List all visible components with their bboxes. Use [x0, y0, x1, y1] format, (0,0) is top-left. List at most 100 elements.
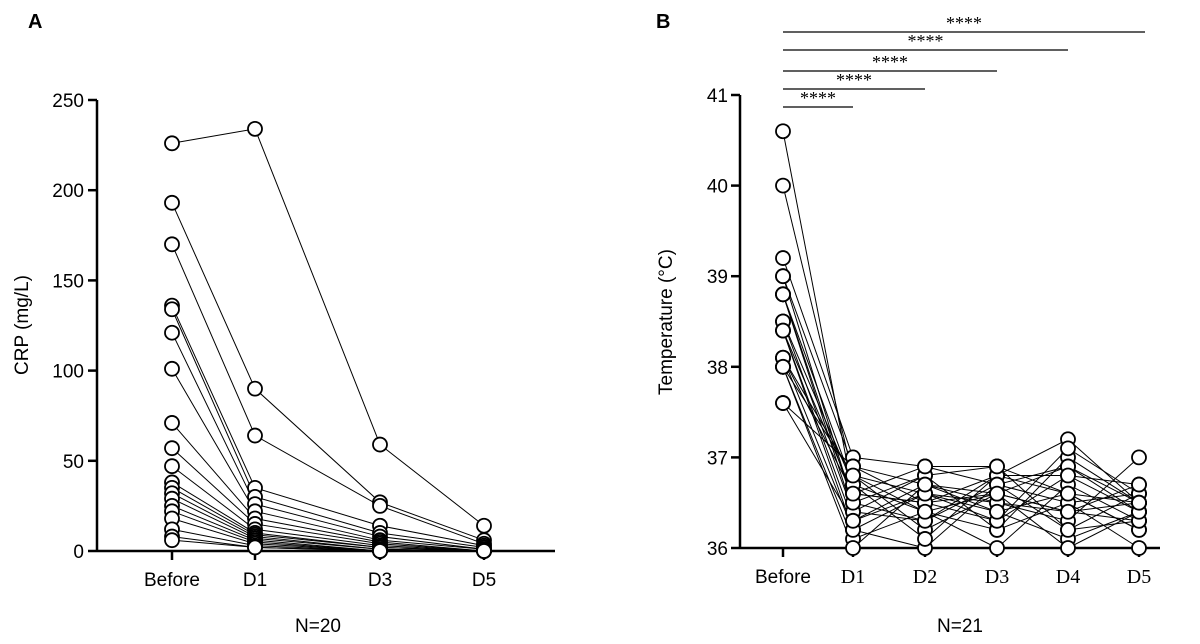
- data-point: [247, 539, 263, 556]
- data-point: [1131, 494, 1147, 511]
- series-line: [782, 257, 1140, 531]
- data-point: [1131, 449, 1147, 466]
- significance-label: ****: [908, 31, 944, 51]
- x-tick-label: D3: [368, 570, 392, 591]
- y-tick-label: 39: [707, 267, 728, 288]
- x-tick-label: D5: [472, 570, 496, 591]
- series-line: [171, 487, 485, 552]
- data-point: [917, 476, 933, 493]
- data-point: [1060, 467, 1076, 484]
- data-point: [1060, 521, 1076, 538]
- chart-panel-b: 36 37 38 39 40 41 Before D1 D2 D3 D4 D5 Temperature …: [656, 13, 1160, 637]
- x-tick-label: Before: [144, 570, 200, 591]
- data-point: [164, 194, 180, 211]
- data-point: [476, 517, 492, 534]
- panel-label-a: A: [28, 11, 42, 33]
- data-point: [845, 512, 861, 529]
- data-point: [775, 123, 791, 140]
- y-tick-label: 36: [707, 539, 728, 560]
- data-point: [845, 540, 861, 556]
- data-point: [775, 395, 791, 411]
- x-tick-label: D1: [243, 570, 267, 591]
- x-axis-title: N=21: [937, 616, 983, 637]
- data-point: [775, 286, 791, 303]
- data-point: [164, 440, 180, 457]
- data-point: [989, 503, 1005, 520]
- data-point: [775, 268, 791, 285]
- data-point: [164, 324, 180, 341]
- series-line: [782, 366, 1140, 513]
- y-tick-label: 37: [707, 448, 728, 469]
- y-tick-label: 150: [52, 271, 84, 292]
- data-point: [372, 436, 388, 453]
- data-point: [989, 485, 1005, 502]
- series-line: [782, 366, 1140, 549]
- y-tick-label: 250: [52, 91, 84, 112]
- data-point: [989, 540, 1005, 556]
- series-line: [171, 128, 485, 527]
- y-tick-label: 41: [707, 86, 728, 107]
- series-line: [171, 305, 485, 547]
- significance-label: ****: [872, 52, 908, 72]
- data-point: [775, 250, 791, 266]
- series-line: [171, 202, 485, 541]
- y-tick-label: 38: [707, 358, 728, 379]
- x-tick-label: Before: [755, 567, 811, 588]
- significance-label: ****: [836, 70, 872, 90]
- data-point: [989, 458, 1005, 475]
- series-line: [171, 244, 485, 545]
- x-tick-label: D4: [1056, 566, 1080, 588]
- data-point: [1131, 476, 1147, 493]
- x-tick-label: D1: [841, 566, 865, 588]
- series-line: [782, 294, 1140, 531]
- data-point: [775, 322, 791, 339]
- series-line: [782, 366, 1140, 549]
- data-point: [247, 427, 263, 444]
- panel-label-b: B: [656, 11, 670, 33]
- data-point: [1060, 440, 1076, 457]
- data-point: [164, 301, 180, 318]
- data-point: [164, 415, 180, 431]
- y-axis-title: CRP (mg/L): [12, 275, 33, 375]
- data-point: [372, 497, 388, 514]
- significance-label: ****: [800, 88, 836, 108]
- y-tick-label: 200: [52, 181, 84, 202]
- y-tick-label: 0: [73, 542, 84, 563]
- series-line: [171, 447, 485, 552]
- data-point: [845, 485, 861, 502]
- chart-panel-a: 0 50 100 150 200 250 Before D1 D3 D5 CRP (mg/L) N=2…: [12, 91, 555, 637]
- data-point: [917, 458, 933, 475]
- data-point: [164, 360, 180, 377]
- series-line: [782, 294, 1140, 531]
- y-tick-label: 40: [707, 177, 728, 198]
- data-point: [917, 531, 933, 547]
- series-line: [171, 368, 485, 550]
- series-line: [171, 539, 484, 552]
- data-point: [917, 503, 933, 520]
- series-line: [171, 422, 485, 552]
- series-line: [782, 330, 1140, 531]
- series-line: [171, 498, 485, 552]
- data-point: [845, 467, 861, 484]
- y-tick-label: 50: [63, 452, 84, 473]
- data-point: [164, 236, 180, 253]
- data-point: [1060, 503, 1076, 520]
- data-point: [476, 543, 492, 559]
- series-line: [782, 294, 1140, 531]
- data-point: [164, 135, 180, 152]
- data-point: [247, 380, 263, 397]
- data-point: [1060, 485, 1076, 502]
- y-tick-label: 100: [52, 362, 84, 383]
- data-point: [775, 358, 791, 375]
- data-point: [164, 458, 180, 475]
- data-point: [1131, 540, 1147, 556]
- x-tick-label: D3: [985, 566, 1009, 588]
- data-point: [372, 543, 388, 559]
- data-point: [1060, 540, 1076, 556]
- data-point: [247, 120, 263, 137]
- series-line: [782, 276, 1140, 513]
- x-tick-label: D2: [913, 566, 937, 588]
- y-axis-title: Temperature (°C): [656, 249, 677, 395]
- data-point: [164, 532, 180, 549]
- series-line: [171, 309, 485, 548]
